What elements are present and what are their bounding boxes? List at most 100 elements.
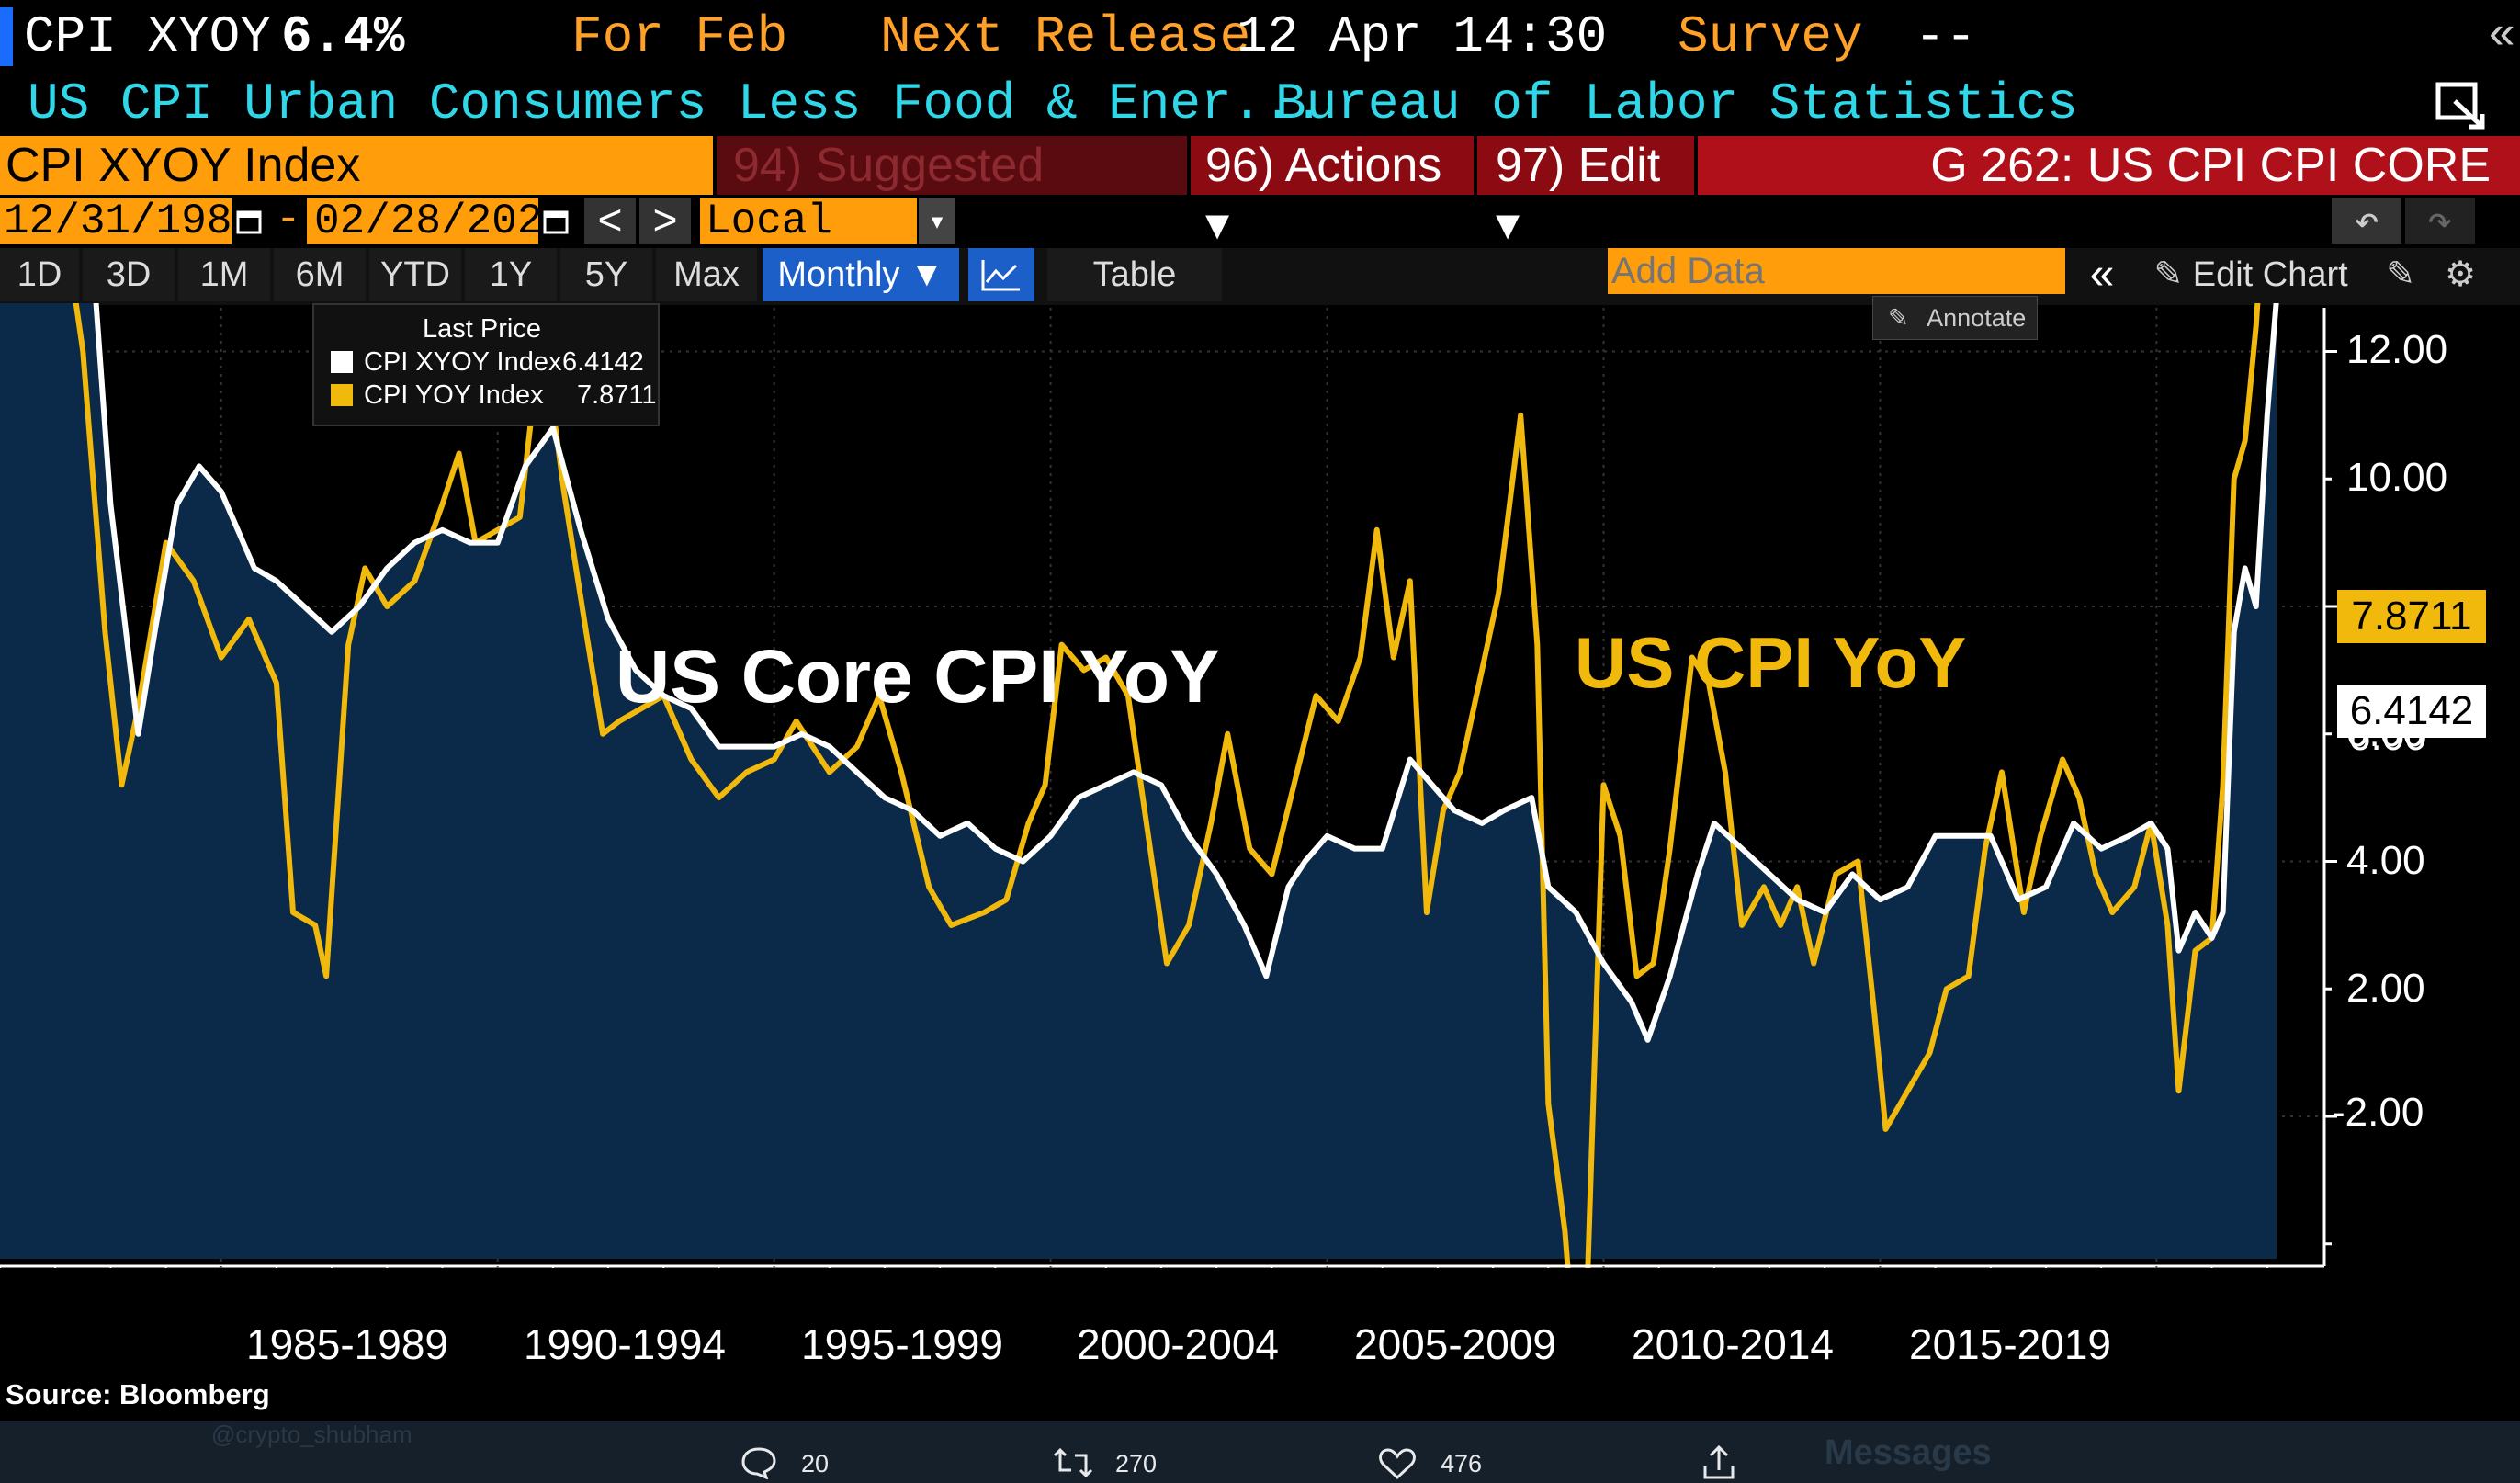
chart-settings-edit-button[interactable]: ✎ (2376, 248, 2425, 301)
chart-toolbar: CPI XYOY Index 94) Suggested Charts 96) … (0, 136, 2520, 251)
settings-button[interactable]: ⚙ (2433, 248, 2488, 301)
actions-button[interactable]: 96) Actions ▾ (1191, 136, 1474, 251)
actions-label: 96) Actions ▾ (1205, 139, 1442, 251)
end-calendar-icon[interactable] (542, 208, 570, 235)
edit-settings-icon: ✎ (2386, 255, 2415, 294)
timeframe-label: 6M (295, 255, 345, 294)
prev-arrow-icon: < (597, 199, 623, 247)
date-separator: - (276, 196, 301, 243)
next-period-button[interactable]: > (639, 198, 691, 247)
next-release-value: 12 Apr 14:30 (1237, 7, 1608, 66)
gear-icon: ⚙ (2444, 255, 2477, 294)
x-tick-label: 1990-1994 (524, 1320, 726, 1368)
redo-button[interactable]: ↷ (2405, 198, 2475, 247)
x-tick-label: 2000-2004 (1077, 1320, 1279, 1368)
prev-period-button[interactable]: < (584, 198, 636, 247)
core-cpi-line (93, 303, 2279, 1043)
y-axis-ticks (2324, 350, 2337, 1246)
edit-chart-label: Edit Chart (2192, 255, 2348, 294)
chart-source: Source: Bloomberg (6, 1378, 270, 1410)
period-label: For Feb (571, 7, 788, 66)
currency-dropdown[interactable]: ▾ (919, 198, 955, 244)
timeframe-1m[interactable]: 1M (178, 248, 270, 301)
popout-icon[interactable] (2435, 81, 2488, 130)
legend-item-headline-value: 7.8711 (577, 380, 657, 410)
currency-select[interactable]: Local CCY (700, 198, 917, 295)
end-date-input[interactable]: 02/28/2022 (307, 198, 568, 245)
x-tick-label: 1985-1989 (246, 1320, 448, 1368)
chart-id-bar: G 262: US CPI CPI CORE (1698, 136, 2520, 195)
expand-panel-icon[interactable]: « (2488, 10, 2516, 62)
timeframe-1y[interactable]: 1Y (465, 248, 557, 301)
legend-title: Last Price (423, 314, 541, 344)
edit-button[interactable]: 97) Edit ▾ (1477, 136, 1694, 251)
security-field[interactable]: CPI XYOY Index (0, 136, 713, 195)
start-date-input[interactable]: 12/31/1980 (0, 198, 257, 245)
legend-swatch-core (331, 351, 353, 373)
reply-count: 20 (801, 1450, 830, 1477)
timeframe-ytd[interactable]: YTD (369, 248, 461, 301)
y-tick-label: 2.00 (2346, 966, 2425, 1011)
timeframe-6m[interactable]: 6M (274, 248, 366, 301)
tweet-footer: @crypto_shubham 20 270 476 Messages (0, 1421, 2520, 1483)
x-tick-label: 2010-2014 (1632, 1320, 1834, 1368)
y-tick-label: -2.00 (2332, 1090, 2424, 1135)
ticker-label: CPI XYOY (24, 7, 271, 66)
pencil-icon: ✎ (2153, 255, 2184, 294)
timeframe-label: 1M (199, 255, 249, 294)
headline-price-value: 7.8711 (2351, 594, 2472, 639)
legend-item-core-value: 6.4142 (562, 347, 644, 377)
x-tick-label: 1995-1999 (801, 1320, 1003, 1368)
headline-price-tag: 7.8711 (2337, 590, 2486, 643)
edit-label: 97) Edit ▾ (1496, 139, 1661, 251)
collapse-button[interactable]: « (2078, 248, 2126, 301)
line-chart-icon (981, 260, 1020, 291)
watermark: @crypto_shubham (211, 1421, 412, 1448)
next-arrow-icon: > (652, 199, 678, 247)
annotate-label: Annotate (1927, 304, 2027, 332)
table-label: Table (1092, 255, 1177, 294)
like-icon[interactable] (1378, 1446, 1417, 1481)
ticker-value: 6.4% (281, 7, 405, 66)
y-tick-label: 10.00 (2346, 455, 2448, 500)
timeframe-label: 5Y (584, 255, 628, 294)
start-date-text: 12/31/1980 (4, 198, 258, 245)
timeframe-label: 1Y (489, 255, 533, 294)
share-icon[interactable] (1701, 1444, 1736, 1481)
start-calendar-icon[interactable] (235, 208, 263, 235)
suggested-charts-button[interactable]: 94) Suggested Charts (717, 136, 1187, 251)
date-range-row: 12/31/1980 - 02/28/2022 < > Local CCY ▾ … (0, 196, 2520, 295)
timeframe-5y[interactable]: 5Y (560, 248, 652, 301)
core-cpi-annotation: US Core CPI YoY (616, 635, 1220, 719)
reply-icon[interactable] (740, 1446, 777, 1479)
headline-cpi-annotation: US CPI YoY (1575, 622, 1967, 703)
timeframe-label: 1D (17, 255, 62, 294)
security-description-row: US CPI Urban Consumers Less Food & Ener.… (0, 74, 2520, 134)
edit-chart-button[interactable]: ✎ Edit Chart (2141, 248, 2361, 301)
timeframe-label: Max (673, 255, 740, 294)
retweet-icon[interactable] (1053, 1446, 1093, 1479)
frequency-select[interactable]: Monthly ▼ (763, 248, 959, 301)
redo-icon: ↷ (2427, 199, 2453, 247)
chart-id-label: G 262: US CPI CPI CORE (1930, 139, 2491, 192)
undo-icon: ↶ (2354, 199, 2379, 247)
undo-button[interactable]: ↶ (2332, 198, 2401, 247)
security-field-text: CPI XYOY Index (6, 139, 361, 192)
timeframe-max[interactable]: Max (656, 248, 757, 301)
messages-label[interactable]: Messages (1825, 1433, 1992, 1472)
double-chevron-left-icon: « (2089, 250, 2115, 299)
headline-cpi-line (73, 303, 2261, 1268)
survey-value: -- (1915, 7, 1977, 66)
line-chart-type-button[interactable] (968, 248, 1034, 301)
header-marker (0, 7, 13, 66)
like-count: 476 (1441, 1450, 1483, 1477)
y-tick-label: 12.00 (2346, 327, 2448, 372)
chart-legend: Last Price CPI XYOY Index 6.4142 CPI YOY… (312, 303, 660, 426)
annotate-button[interactable]: ✎ Annotate (1872, 296, 2038, 340)
table-view-button[interactable]: Table (1047, 248, 1222, 301)
x-tick-label: 2015-2019 (1909, 1320, 2111, 1368)
security-header: CPI XYOY 6.4% For Feb Next Release 12 Ap… (0, 0, 2520, 74)
add-data-input[interactable] (1608, 248, 2065, 294)
timeframe-1d[interactable]: 1D (0, 248, 79, 301)
timeframe-3d[interactable]: 3D (83, 248, 175, 301)
